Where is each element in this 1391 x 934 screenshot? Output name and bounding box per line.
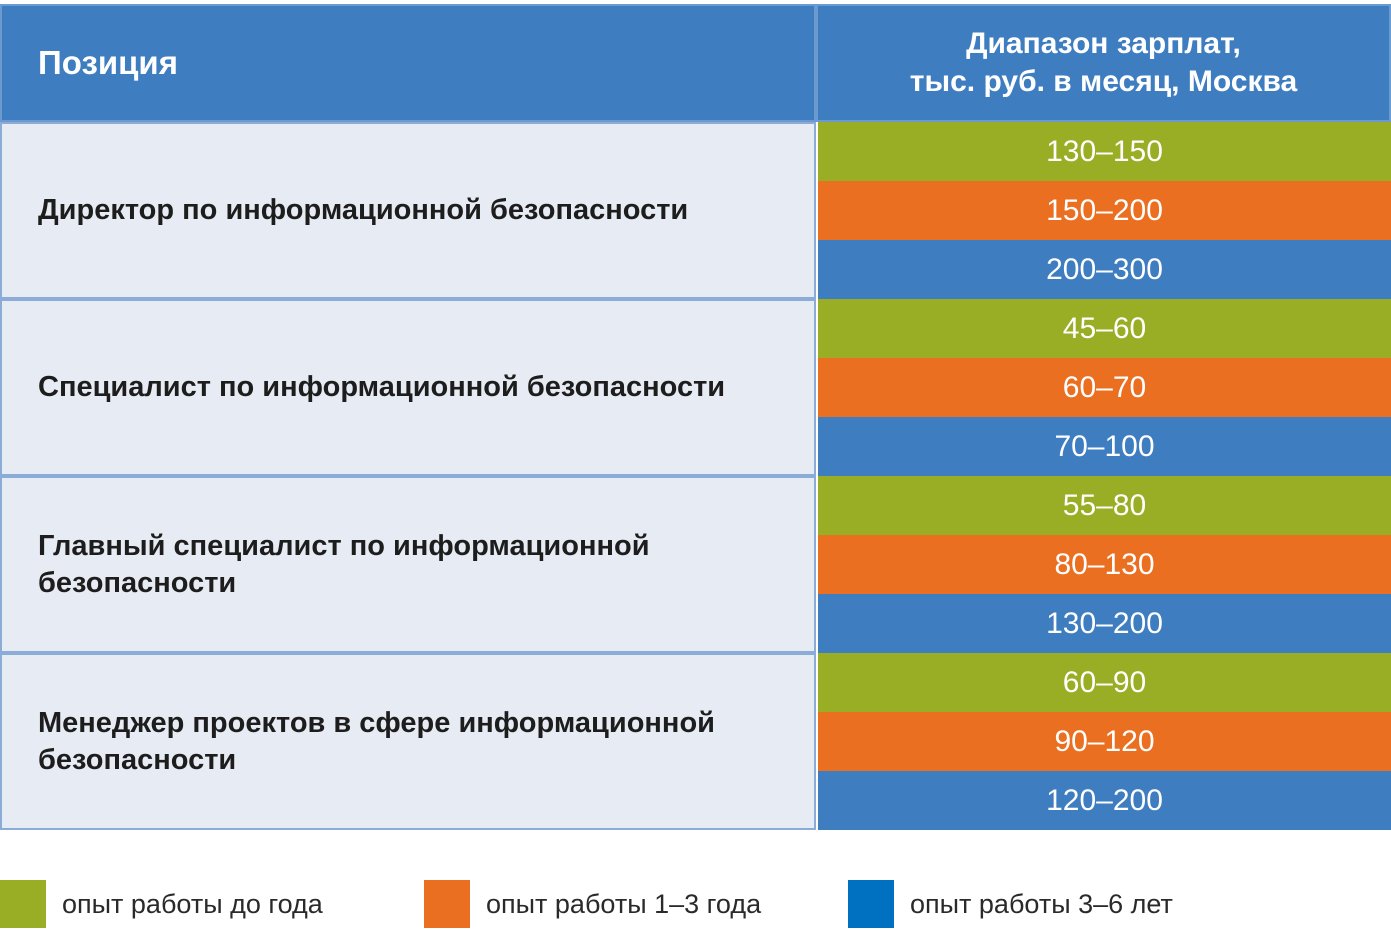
legend-item: опыт работы до года	[0, 880, 323, 928]
salary-range-label: 90–120	[1054, 724, 1155, 758]
salary-range-label: 60–70	[1062, 370, 1147, 404]
legend-label: опыт работы 3–6 лет	[910, 888, 1173, 919]
legend-label: опыт работы 1–3 года	[486, 888, 762, 919]
position-label: Главный специалист по информационной без…	[38, 529, 650, 599]
position-label: Директор по информационной безопасности	[38, 194, 689, 226]
salary-range-cell: 80–130	[818, 535, 1391, 594]
legend-label: опыт работы до года	[62, 888, 323, 919]
salary-range-cell: 45–60	[818, 299, 1391, 358]
column-header-salary-line-1: Диапазон зарплат,	[966, 27, 1241, 60]
salary-range-label: 70–100	[1054, 429, 1155, 463]
column-header-salary-line-2: тыс. руб. в месяц, Москва	[909, 65, 1298, 98]
column-header-position: Позиция	[0, 4, 816, 122]
position-cell: Директор по информационной безопасности	[0, 122, 816, 299]
legend-item: опыт работы 3–6 лет	[848, 880, 1173, 928]
salary-range-label: 60–90	[1062, 665, 1147, 699]
salary-range-cell: 60–70	[818, 358, 1391, 417]
salary-range-label: 80–130	[1054, 547, 1155, 581]
salary-range-cell: 130–200	[818, 594, 1391, 653]
salary-range-cell: 90–120	[818, 712, 1391, 771]
salary-range-cell: 200–300	[818, 240, 1391, 299]
salary-range-cell: 70–100	[818, 417, 1391, 476]
salary-range-cell: 60–90	[818, 653, 1391, 712]
salary-range-cell: 130–150	[818, 122, 1391, 181]
salary-range-label: 150–200	[1046, 193, 1163, 227]
salary-range-label: 55–80	[1062, 488, 1147, 522]
position-cell: Главный специалист по информационной без…	[0, 476, 816, 653]
position-cell: Менеджер проектов в сфере информационной…	[0, 653, 816, 830]
salary-range-label: 130–150	[1046, 134, 1163, 168]
position-label: Менеджер проектов в сфере информационной…	[38, 706, 715, 776]
salary-table: Позиция Диапазон зарплат, тыс. руб. в ме…	[0, 4, 1391, 833]
position-label: Специалист по информационной безопасност…	[38, 371, 726, 403]
legend-swatch	[424, 880, 470, 928]
column-header-salary-range: Диапазон зарплат, тыс. руб. в месяц, Мос…	[816, 4, 1391, 122]
legend-swatch	[0, 880, 46, 928]
column-header-position-label: Позиция	[38, 44, 178, 81]
salary-range-label: 130–200	[1046, 606, 1163, 640]
legend-swatch	[848, 880, 894, 928]
position-cell: Специалист по информационной безопасност…	[0, 299, 816, 476]
salary-range-label: 120–200	[1046, 783, 1163, 817]
salary-range-label: 45–60	[1062, 311, 1147, 345]
legend-item: опыт работы 1–3 года	[424, 880, 761, 928]
salary-range-cell: 55–80	[818, 476, 1391, 535]
salary-range-cell: 120–200	[818, 771, 1391, 830]
salary-range-label: 200–300	[1046, 252, 1163, 286]
salary-range-cell: 150–200	[818, 181, 1391, 240]
